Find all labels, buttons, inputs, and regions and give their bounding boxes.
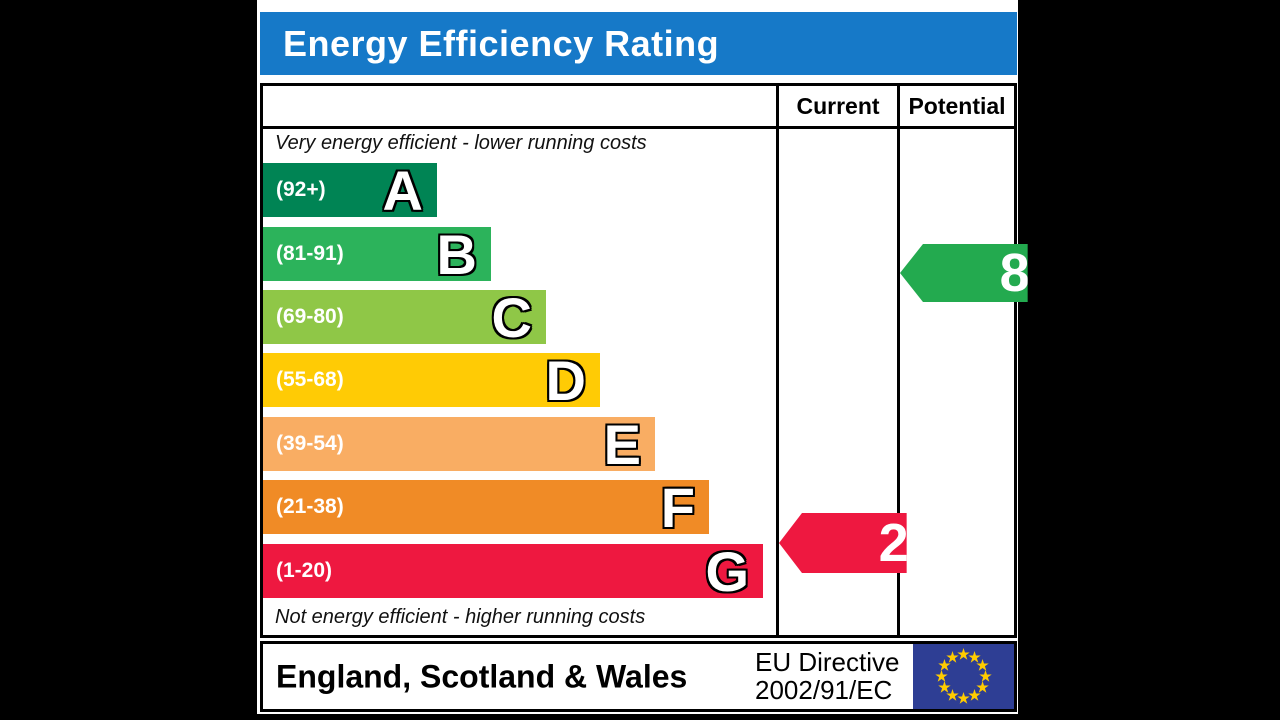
current-rating-arrow: 20 — [779, 513, 907, 573]
band-g-letter: G — [705, 539, 749, 603]
band-f: (21-38) F — [263, 475, 709, 539]
band-e-range: (39-54) — [276, 432, 344, 455]
bottom-caption: Not energy efficient - higher running co… — [275, 606, 646, 628]
band-d-letter: D — [545, 348, 586, 412]
eu-directive-label: EU Directive 2002/91/EC — [755, 648, 899, 704]
band-f-letter: F — [660, 475, 695, 539]
band-b-range: (81-91) — [276, 242, 344, 265]
band-e: (39-54) E — [263, 412, 655, 476]
band-g-range: (1-20) — [276, 559, 333, 582]
band-a: (92+) A — [263, 158, 437, 222]
band-c-letter: C — [491, 285, 532, 349]
region-label: England, Scotland & Wales — [276, 658, 688, 694]
potential-rating-value: 82 — [999, 243, 1056, 303]
title-bar: Energy Efficiency Rating — [260, 12, 1017, 75]
potential-rating-arrow: 82 — [900, 244, 1028, 302]
band-e-letter: E — [603, 412, 641, 476]
header-row-divider — [263, 126, 1014, 129]
eu-flag-icon — [913, 644, 1014, 709]
band-d-range: (55-68) — [276, 368, 344, 391]
band-g: (1-20) G — [263, 539, 763, 603]
band-a-range: (92+) — [276, 178, 326, 201]
current-rating-value: 20 — [878, 513, 935, 573]
band-b: (81-91) B — [263, 222, 491, 286]
current-column-divider — [776, 86, 779, 635]
rating-table: Current Potential Very energy efficient … — [260, 83, 1028, 638]
column-header-potential: Potential — [908, 92, 1006, 119]
column-header-current: Current — [796, 92, 880, 119]
eu-directive-line1: EU Directive — [755, 647, 900, 677]
band-f-range: (21-38) — [276, 495, 344, 518]
top-caption: Very energy efficient - lower running co… — [275, 132, 647, 154]
band-a-letter: A — [382, 158, 423, 222]
band-d: (55-68) D — [263, 348, 600, 412]
band-c: (69-80) C — [263, 285, 546, 349]
band-c-range: (69-80) — [276, 305, 344, 328]
band-b-letter: B — [436, 222, 477, 286]
footer-bar: England, Scotland & Wales EU Directive 2… — [260, 641, 1017, 712]
eu-directive-line2: 2002/91/EC — [755, 675, 893, 705]
potential-column-divider — [897, 86, 900, 635]
page-title: Energy Efficiency Rating — [283, 22, 720, 64]
